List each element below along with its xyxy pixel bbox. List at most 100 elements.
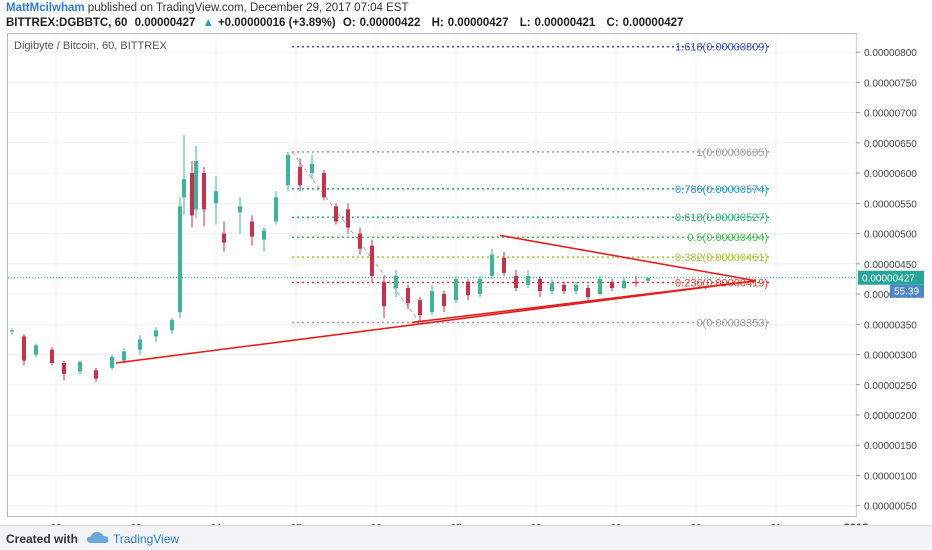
candle-body: [194, 161, 198, 210]
fib-level-label: 0.382(0.00000461): [675, 252, 768, 264]
chart-title: Digibyte / Bitcoin, 60, BITTREX: [14, 40, 167, 52]
candle-body: [358, 233, 362, 249]
candle-body: [322, 173, 326, 198]
y-tick-label: 0.00000350: [864, 320, 917, 331]
x-tick-label: 28: [530, 523, 542, 525]
candle-body: [382, 281, 386, 307]
y-tick-label: 0.00000450: [864, 260, 917, 271]
countdown-label: 55:39: [894, 287, 919, 298]
candle-body: [610, 281, 614, 289]
candle-body: [370, 245, 374, 276]
candle-body: [430, 291, 434, 313]
fib-level-label: 1(0.00000635): [696, 147, 768, 159]
last-price: 0.00000427: [134, 17, 196, 29]
candle-body: [250, 221, 254, 237]
y-tick-label: 0.00000800: [864, 48, 917, 59]
x-tick-label: 31: [770, 523, 782, 525]
candle-body: [222, 233, 226, 243]
candle-body: [298, 167, 302, 186]
high-value: 0.00000427: [447, 17, 509, 29]
price-tag: [858, 270, 924, 285]
candle-body: [550, 283, 554, 292]
candle-body: [646, 277, 650, 281]
y-axis: 0.00000800 0.00000750 0.00000700 0.00000650…: [856, 48, 917, 513]
candle-body: [502, 257, 506, 273]
candle-body: [454, 278, 458, 301]
price-change: +0.00000016 (+3.89%): [217, 17, 336, 29]
candle-body: [622, 280, 626, 289]
trendline: [499, 234, 757, 282]
candle-body: [514, 275, 518, 289]
symbol-label: BITTREX:DGBBTC, 60: [6, 17, 128, 29]
candle-body: [274, 197, 278, 222]
candlestick-chart[interactable]: Digibyte / Bitcoin, 60, BITTREX 1.618(0.…: [0, 0, 932, 525]
author-link[interactable]: MattMcilwham: [6, 2, 85, 14]
candle-body: [562, 284, 566, 292]
candle-body: [110, 356, 114, 368]
x-tick-label: 30: [690, 523, 702, 525]
y-tick-label: 0.00000700: [864, 109, 917, 120]
candle-body: [442, 294, 446, 307]
x-tick-label: 26: [370, 523, 382, 525]
fib-level-label: 0.618(0.00000527): [675, 212, 768, 224]
y-tick-label: 0.00000650: [864, 139, 917, 150]
x-tick-label: 29: [610, 523, 622, 525]
candle-body: [138, 339, 142, 350]
candle-body: [34, 345, 38, 355]
candle-body: [238, 206, 242, 213]
candle-body: [634, 281, 638, 284]
fibonacci-levels: 1.618(0.00000809) 1(0.00000635) 0.786(0.00…: [291, 42, 772, 329]
candle-body: [78, 361, 82, 372]
price-tag-label: 0.00000427: [862, 274, 915, 285]
publish-line: MattMcilwham published on TradingView.co…: [6, 2, 926, 15]
x-tick-label: 22: [50, 523, 62, 525]
x-tick-label: 27: [450, 523, 462, 525]
y-tick-label: 0.00000100: [864, 471, 917, 482]
low-value: 0.00000421: [534, 17, 596, 29]
candle-body: [50, 349, 54, 363]
candle-body: [346, 209, 350, 228]
price-tags: 0.00000427 55:39: [858, 270, 924, 298]
high-label: H:: [431, 17, 444, 29]
candle-body: [262, 230, 266, 240]
candle-body: [62, 362, 66, 374]
open-label: O:: [342, 17, 356, 29]
y-tick-label: 0.00000150: [864, 441, 917, 452]
y-tick-label: 0.00000250: [864, 381, 917, 392]
candle-body: [574, 284, 578, 292]
candle-body: [178, 206, 182, 313]
candle-body: [94, 370, 98, 379]
y-tick-label: 0.00000200: [864, 411, 917, 422]
close-value: 0.00000427: [622, 17, 684, 29]
fib-level-label: 0(0.00000353): [696, 317, 768, 329]
y-tick-label: 0.00000500: [864, 230, 917, 241]
candle-body: [418, 300, 422, 316]
x-tick-label: 23: [130, 523, 142, 525]
x-axis: 22 23 24 25 26 27 28 29 30 31 2018: [50, 522, 868, 525]
candle-body: [170, 320, 174, 331]
candle-body: [202, 173, 206, 210]
candle-body: [122, 351, 126, 361]
up-arrow-icon: ▲: [202, 17, 214, 29]
candle-body: [10, 330, 14, 332]
low-label: L:: [519, 17, 531, 29]
x-tick-label: 2018: [844, 522, 868, 525]
y-tick-label: 0.00000050: [864, 502, 917, 513]
candle-body: [466, 281, 470, 296]
candle-body: [310, 164, 314, 174]
candle-body: [190, 173, 194, 216]
y-tick-label: 0.00000750: [864, 78, 917, 89]
candle-body: [182, 179, 186, 198]
tradingview-cloud-icon[interactable]: [86, 530, 110, 546]
candle-body: [598, 278, 602, 295]
fib-anchor-line: [291, 151, 421, 323]
candle-body: [538, 278, 542, 292]
candle-body: [286, 154, 290, 186]
close-label: C:: [606, 17, 619, 29]
tradingview-link[interactable]: TradingView: [113, 532, 180, 546]
candle-body: [394, 275, 398, 289]
chart-header: MattMcilwham published on TradingView.co…: [6, 2, 926, 30]
candle-body: [214, 191, 218, 204]
published-text: published on TradingView.com, December 2…: [87, 2, 409, 14]
fib-level-label: 1.618(0.00000809): [675, 42, 768, 54]
